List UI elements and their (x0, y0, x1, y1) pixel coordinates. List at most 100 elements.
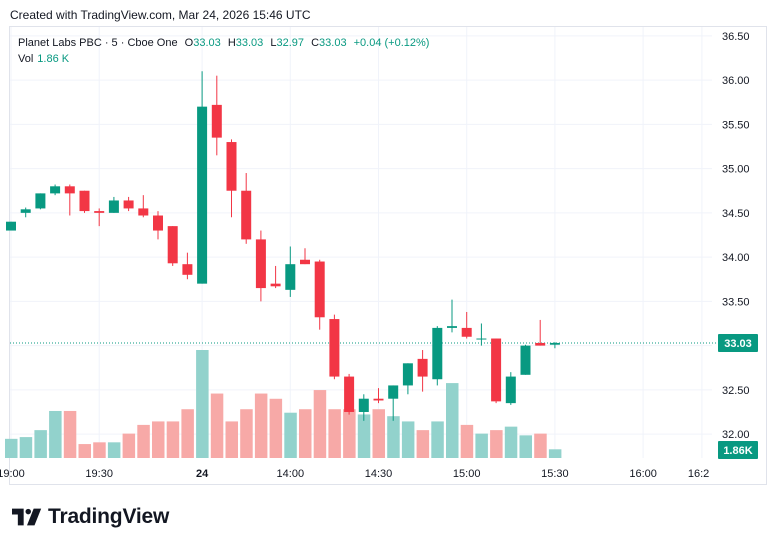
candle-body (20, 209, 31, 213)
volume-bar (343, 409, 356, 458)
candle-body (138, 208, 149, 216)
candle (549, 342, 560, 349)
candle (255, 230, 266, 302)
close-label: C (311, 37, 320, 49)
volume-bar (181, 409, 194, 458)
candle-body (388, 385, 399, 399)
volume-bar (19, 437, 33, 458)
candle-body (505, 376, 516, 404)
volume-bar (137, 424, 150, 458)
candle (417, 350, 428, 392)
candle (535, 319, 546, 346)
chart-created-note: Created with TradingView.com, Mar 24, 20… (10, 8, 311, 22)
candle (153, 211, 163, 240)
candle-body (358, 398, 369, 412)
volume-bar (225, 421, 238, 458)
candle (388, 385, 399, 421)
candle-body (108, 200, 119, 213)
candle (270, 265, 281, 289)
candle (211, 75, 222, 156)
candle-body (64, 186, 75, 194)
time-tick-label: 16:00 (629, 468, 657, 480)
low-value: 32.97 (276, 37, 305, 49)
candle (373, 388, 384, 404)
price-tick-label: 33.50 (722, 296, 750, 308)
price-tick-label: 36.50 (722, 31, 750, 43)
last-price-badge: 33.03 (724, 338, 752, 350)
candle (79, 190, 90, 213)
high-value: 33.03 (235, 37, 264, 49)
last-price-badge-box (718, 333, 758, 352)
price-tick-label: 32.50 (722, 385, 750, 397)
volume-bar (240, 409, 253, 458)
price-tick-label: 34.00 (722, 252, 750, 264)
time-tick-label: 15:00 (453, 468, 481, 480)
volume-bar (269, 398, 283, 458)
candle-body (417, 358, 428, 377)
open-value: 33.03 (193, 37, 221, 49)
candle-body (447, 326, 457, 328)
volume-badge: 1.86K (723, 445, 752, 457)
volume-bar (49, 410, 62, 458)
candle (123, 196, 134, 212)
change-value: +0.04 (+0.12%) (353, 37, 430, 49)
volume-bar (475, 433, 488, 458)
candle-body (79, 190, 90, 212)
time-tick-label: 24 (196, 468, 209, 480)
time-tick-label: 15:30 (541, 468, 569, 480)
candle-body (520, 345, 531, 375)
volume-bar (446, 383, 459, 458)
volume-bar (534, 433, 547, 458)
volume-label[interactable]: Vol (18, 53, 34, 65)
time-axis: 19:00 19:30 24 14:00 14:30 15:00 15:30 16:00 16:… (0, 468, 709, 480)
candle (285, 246, 296, 297)
candle (520, 344, 531, 375)
candle (491, 338, 502, 404)
candle-body (461, 327, 472, 337)
candle-body (344, 376, 355, 412)
price-tick-label: 32.00 (722, 429, 750, 441)
candle (108, 196, 119, 213)
volume-bar (357, 414, 371, 458)
volume-bar (328, 409, 341, 458)
chart-frame (9, 26, 767, 485)
volume-bar (416, 430, 430, 458)
candle (344, 373, 355, 415)
volume-bar (152, 421, 165, 458)
volume-bar (431, 421, 444, 458)
open-label: O (184, 37, 194, 49)
candle-body (241, 190, 252, 240)
candle (432, 326, 443, 386)
candle (50, 184, 61, 196)
volume-bar (166, 421, 180, 458)
candle (505, 372, 516, 405)
candles (6, 71, 560, 421)
volume-bar (284, 412, 297, 458)
candle (447, 299, 457, 333)
price-tick-label: 35.50 (722, 119, 750, 131)
candle-body (226, 142, 237, 191)
low-label: L (270, 37, 277, 49)
candle-body (270, 283, 281, 287)
time-tick-label: 16:2 (688, 468, 709, 480)
volume-bar (78, 444, 91, 458)
volume-bar (93, 442, 106, 458)
volume-bar (490, 430, 503, 458)
volume-bars (5, 350, 562, 458)
axis-badges: 33.03 1.86K (718, 333, 758, 459)
candle-body (94, 211, 105, 213)
price-tick-label: 36.00 (722, 75, 750, 87)
grid-lines (10, 27, 712, 458)
candle (94, 208, 105, 227)
candle-body (255, 239, 266, 289)
volume-bar (210, 393, 224, 458)
symbol-label[interactable]: Planet Labs PBC · 5 · Cboe One (18, 37, 178, 49)
time-tick-label: 19:00 (0, 468, 25, 480)
candle (226, 139, 237, 218)
candle-body (491, 338, 502, 402)
volume-bar (372, 409, 385, 458)
candle (35, 193, 46, 210)
candle-body (314, 261, 325, 318)
price-axis: 32.0032.5033.0033.5034.0034.5035.0035.50… (722, 31, 750, 441)
